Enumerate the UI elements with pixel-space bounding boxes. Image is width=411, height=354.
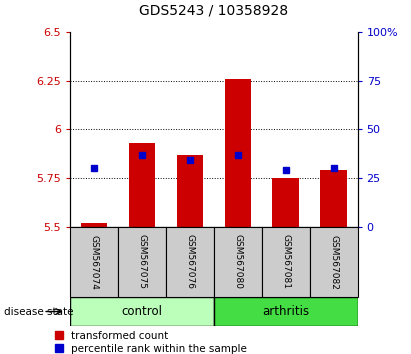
Bar (70, 227, 118, 297)
Text: GSM567081: GSM567081 (281, 234, 290, 290)
Bar (118, 227, 166, 297)
Bar (262, 227, 309, 297)
Text: arthritis: arthritis (262, 305, 309, 318)
Text: GDS5243 / 10358928: GDS5243 / 10358928 (139, 4, 288, 18)
Bar (70, 297, 214, 326)
Text: GSM567074: GSM567074 (89, 234, 98, 290)
Text: control: control (121, 305, 162, 318)
Text: disease state: disease state (4, 307, 74, 316)
Bar (81, 223, 107, 227)
Bar (166, 227, 214, 297)
Bar (177, 154, 203, 227)
Text: GSM567080: GSM567080 (233, 234, 242, 290)
Bar (272, 178, 299, 227)
Bar (309, 227, 358, 297)
Text: GSM567082: GSM567082 (329, 234, 338, 290)
Bar (321, 170, 347, 227)
Legend: transformed count, percentile rank within the sample: transformed count, percentile rank withi… (55, 331, 247, 354)
Bar (129, 143, 155, 227)
Bar (224, 79, 251, 227)
Text: GSM567075: GSM567075 (137, 234, 146, 290)
Bar (214, 227, 262, 297)
Text: GSM567076: GSM567076 (185, 234, 194, 290)
Bar (214, 297, 358, 326)
